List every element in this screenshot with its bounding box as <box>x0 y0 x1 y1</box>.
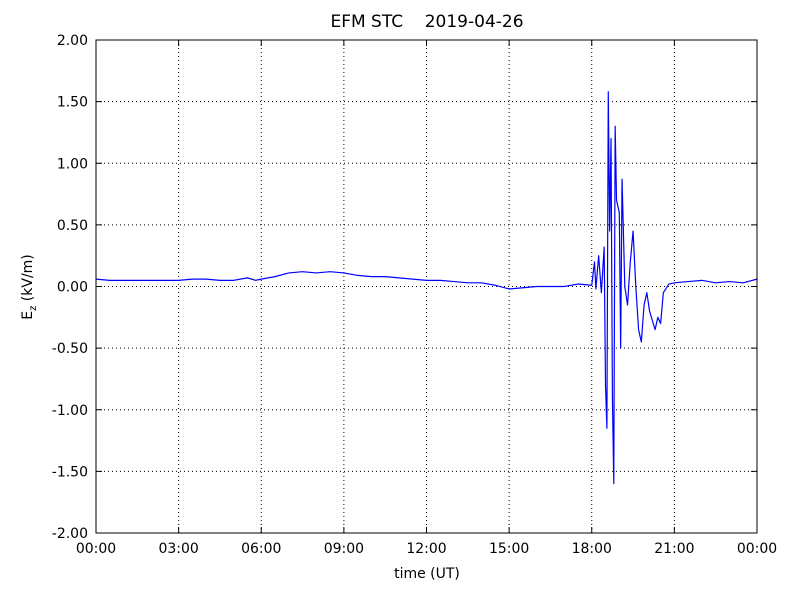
y-tick-label: 1.00 <box>57 156 88 172</box>
y-tick-label: -0.50 <box>52 341 88 357</box>
x-tick-label: 06:00 <box>241 541 281 557</box>
x-tick-label: 03:00 <box>158 541 198 557</box>
y-tick-label: -2.00 <box>52 526 88 542</box>
y-label-base: E <box>20 311 36 320</box>
data-line <box>95 91 758 485</box>
y-tick-label: 1.50 <box>57 95 88 111</box>
x-tick-label: 21:00 <box>654 541 694 557</box>
x-tick-label: 18:00 <box>572 541 612 557</box>
chart-title: EFM STC 2019-04-26 <box>330 12 523 32</box>
y-tick-label: 0.50 <box>57 218 88 234</box>
y-axis-label: Ez (kV/m) <box>20 254 39 320</box>
x-tick-label: 00:00 <box>76 541 116 557</box>
y-tick-label: -1.00 <box>52 403 88 419</box>
x-tick-label: 00:00 <box>737 541 777 557</box>
y-tick-label: 2.00 <box>57 33 88 49</box>
y-tick-label: 0.00 <box>57 280 88 296</box>
y-label-sub: z <box>28 306 39 311</box>
x-tick-label: 12:00 <box>406 541 446 557</box>
y-tick-label: -1.50 <box>52 464 88 480</box>
x-tick-label: 09:00 <box>324 541 364 557</box>
x-axis-label: time (UT) <box>394 566 460 582</box>
y-label-unit: (kV/m) <box>20 254 36 301</box>
plot-frame <box>95 39 758 534</box>
x-tick-label: 15:00 <box>489 541 529 557</box>
